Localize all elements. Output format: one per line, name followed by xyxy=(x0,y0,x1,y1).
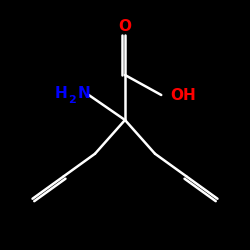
Text: N: N xyxy=(78,86,90,101)
Text: O: O xyxy=(118,19,132,34)
Text: OH: OH xyxy=(170,88,196,102)
Text: H: H xyxy=(54,86,67,101)
Text: 2: 2 xyxy=(68,95,76,105)
